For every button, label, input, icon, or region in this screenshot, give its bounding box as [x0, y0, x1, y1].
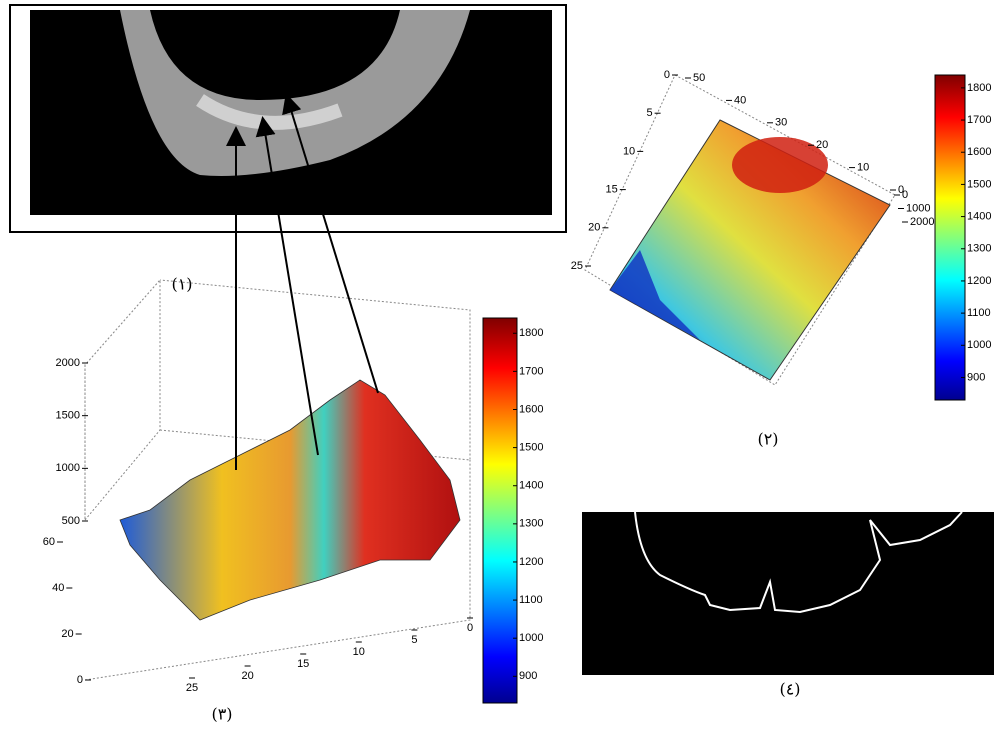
z-tick-label: 500: [62, 515, 80, 527]
z-tick-label: 0: [902, 189, 908, 201]
z-tick-label: 2000: [56, 357, 80, 369]
y-tick-label: 20: [61, 628, 73, 640]
x-tick-label: 50: [693, 72, 705, 84]
x-tick-label: 25: [186, 682, 198, 694]
colorbar-tick-label: 1700: [967, 114, 991, 126]
colorbar-tick-label: 900: [519, 670, 537, 682]
panel-label: (٤): [779, 680, 800, 699]
panel-label: (١): [171, 275, 192, 294]
x-tick-label: 15: [297, 658, 309, 670]
figure: (١) (٣) (٢) (٤) 500100015002000020406005…: [0, 0, 994, 729]
x-tick-label: 10: [353, 646, 365, 658]
colorbar-tick-label: 1600: [519, 403, 543, 415]
surface: [120, 380, 460, 620]
colorbar-tick-label: 1200: [967, 275, 991, 287]
y-tick-label: 0: [664, 69, 670, 81]
x-tick-label: 30: [775, 117, 787, 129]
colorbar-tick-label: 1400: [967, 210, 991, 222]
colorbar-tick-label: 1800: [967, 82, 991, 94]
y-tick-label: 0: [77, 674, 83, 686]
colorbar: [935, 75, 965, 400]
colorbar-tick-label: 1400: [519, 480, 543, 492]
colorbar-tick-label: 1000: [967, 339, 991, 351]
colorbar-tick-label: 1100: [519, 594, 543, 606]
x-tick-label: 20: [241, 670, 253, 682]
colorbar-tick-label: 1600: [967, 146, 991, 158]
colorbar-tick-label: 1200: [519, 556, 543, 568]
colorbar-tick-label: 1300: [519, 518, 543, 530]
colorbar-tick-label: 1000: [519, 632, 543, 644]
x-tick-label: 20: [816, 139, 828, 151]
y-tick-label: 10: [623, 145, 635, 157]
y-tick-label: 60: [43, 536, 55, 548]
x-tick-label: 40: [734, 94, 746, 106]
panel-label: (٢): [757, 430, 778, 449]
y-tick-label: 40: [52, 582, 64, 594]
colorbar-tick-label: 1300: [967, 243, 991, 255]
colorbar-tick-label: 1700: [519, 365, 543, 377]
x-tick-label: 10: [857, 162, 869, 174]
colorbar-tick-label: 900: [967, 371, 985, 383]
y-tick-label: 15: [606, 184, 618, 196]
z-tick-label: 1000: [906, 202, 930, 214]
y-tick-label: 20: [588, 222, 600, 234]
edge-image: [582, 512, 994, 675]
y-tick-label: 25: [571, 260, 583, 272]
x-tick-label: 0: [467, 622, 473, 634]
colorbar: [483, 318, 517, 703]
y-tick-label: 5: [646, 107, 652, 119]
colorbar-tick-label: 1500: [967, 178, 991, 190]
colorbar-tick-label: 1800: [519, 327, 543, 339]
panel-label: (٣): [211, 705, 232, 724]
z-tick-label: 1000: [56, 462, 80, 474]
z-tick-label: 1500: [56, 410, 80, 422]
x-tick-label: 5: [411, 634, 417, 646]
colorbar-tick-label: 1500: [519, 442, 543, 454]
z-tick-label: 2000: [910, 216, 934, 228]
colorbar-tick-label: 1100: [967, 307, 991, 319]
